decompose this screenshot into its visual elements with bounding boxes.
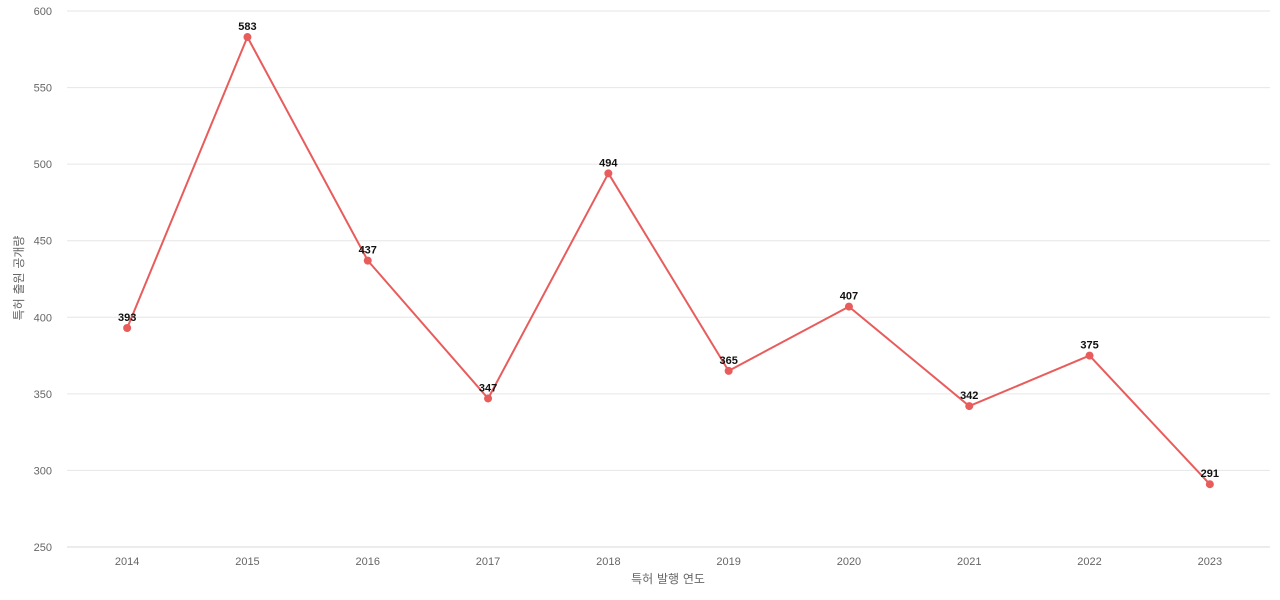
y-axis-ticks: 250 300 350 400 450 500 550 600 xyxy=(34,6,52,554)
grid-lines xyxy=(67,10,1270,548)
x-tick-label: 2021 xyxy=(957,556,981,568)
data-label: 291 xyxy=(1201,468,1219,480)
data-points xyxy=(123,33,1214,489)
x-tick-label: 2015 xyxy=(235,556,259,568)
x-axis-title: 특허 발행 연도 xyxy=(631,571,705,586)
y-tick-label: 500 xyxy=(34,159,52,171)
x-tick-label: 2023 xyxy=(1198,556,1222,568)
data-point xyxy=(484,394,493,403)
data-label: 407 xyxy=(840,291,858,303)
data-label: 365 xyxy=(719,355,737,367)
x-axis-ticks: 2014 2015 2016 2017 2018 2019 2020 2021 2022 2023 xyxy=(115,556,1222,568)
y-tick-label: 600 xyxy=(34,6,52,18)
data-point xyxy=(243,33,252,42)
data-labels: 393 583 437 347 494 365 407 342 375 291 xyxy=(118,21,1219,480)
series-line xyxy=(126,36,1211,485)
data-label: 393 xyxy=(118,312,136,324)
data-point xyxy=(604,169,613,178)
y-tick-label: 300 xyxy=(34,465,52,477)
x-tick-label: 2022 xyxy=(1077,556,1101,568)
y-tick-label: 250 xyxy=(34,542,52,554)
data-label: 342 xyxy=(960,390,978,402)
y-tick-label: 450 xyxy=(34,236,52,248)
data-point xyxy=(844,302,853,311)
x-tick-label: 2016 xyxy=(356,556,380,568)
x-tick-label: 2014 xyxy=(115,556,139,568)
y-axis-title: 특허 출원 공개량 xyxy=(12,236,26,321)
x-tick-label: 2017 xyxy=(476,556,500,568)
data-point xyxy=(363,256,372,265)
data-label: 583 xyxy=(238,21,256,33)
data-point xyxy=(724,366,733,375)
y-tick-label: 350 xyxy=(34,389,52,401)
data-point xyxy=(1085,351,1094,360)
data-label: 347 xyxy=(479,382,497,394)
y-tick-label: 400 xyxy=(34,312,52,324)
data-label: 437 xyxy=(359,245,377,257)
data-point xyxy=(1205,480,1214,489)
x-tick-label: 2020 xyxy=(837,556,861,568)
x-tick-label: 2019 xyxy=(716,556,740,568)
x-tick-label: 2018 xyxy=(596,556,620,568)
data-label: 494 xyxy=(599,157,618,169)
data-label: 375 xyxy=(1080,340,1098,352)
data-point xyxy=(123,324,132,333)
data-point xyxy=(965,402,974,411)
y-tick-label: 550 xyxy=(34,83,52,95)
